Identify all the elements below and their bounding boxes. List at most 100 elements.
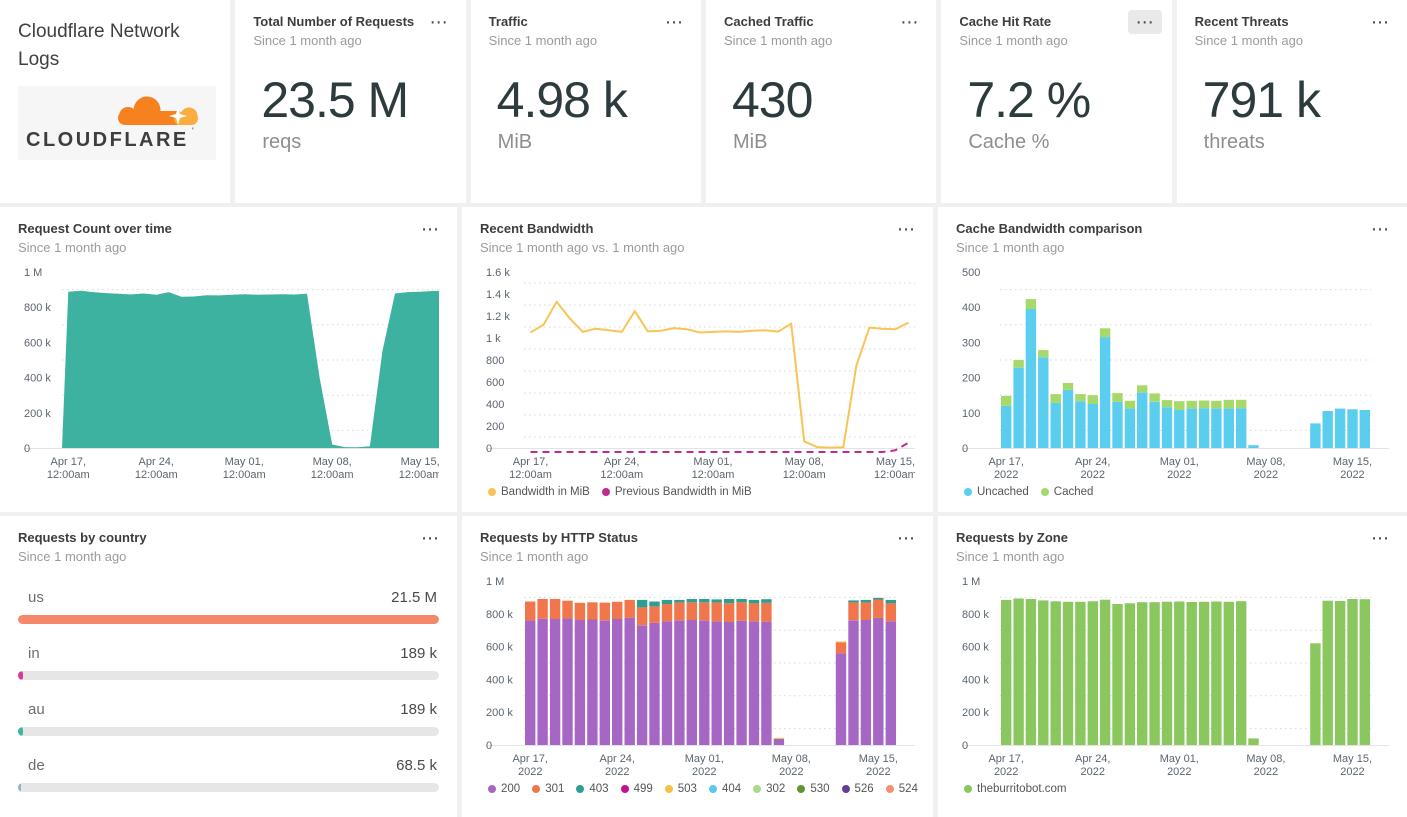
legend-item-530[interactable]: 530 bbox=[797, 783, 830, 795]
bar-segment-200[interactable] bbox=[636, 625, 648, 745]
bar-segment-Uncached[interactable] bbox=[1161, 407, 1173, 448]
bar-segment-403[interactable] bbox=[736, 599, 747, 603]
bar-segment-theburritobot.com[interactable] bbox=[1198, 601, 1210, 745]
bar-segment-Cached[interactable] bbox=[1174, 401, 1185, 410]
bar-segment-Cached[interactable] bbox=[1001, 395, 1012, 406]
bar-segment-theburritobot.com[interactable] bbox=[1347, 599, 1358, 745]
card-menu-button[interactable]: ⋯ bbox=[897, 528, 915, 548]
bar-segment-200[interactable] bbox=[525, 620, 536, 745]
bar-segment-theburritobot.com[interactable] bbox=[1050, 601, 1061, 745]
bar-segment-301[interactable] bbox=[525, 601, 536, 621]
bar-segment-301[interactable] bbox=[562, 600, 573, 619]
bar-segment-theburritobot.com[interactable] bbox=[1211, 601, 1222, 746]
bar-segment-301[interactable] bbox=[587, 602, 598, 620]
bar-segment-Uncached[interactable] bbox=[1137, 392, 1148, 448]
bar-segment-Cached[interactable] bbox=[1099, 328, 1111, 338]
bar-segment-200[interactable] bbox=[624, 617, 635, 745]
bar-segment-403[interactable] bbox=[699, 599, 710, 603]
bar-segment-theburritobot.com[interactable] bbox=[1137, 602, 1148, 745]
bar-segment-301[interactable] bbox=[612, 601, 623, 619]
bar-segment-Uncached[interactable] bbox=[1099, 337, 1111, 448]
bar-segment-Uncached[interactable] bbox=[1050, 402, 1061, 448]
bar-segment-Uncached[interactable] bbox=[1347, 409, 1358, 448]
recent-bandwidth-chart[interactable]: 0 200 400 600 800 1 k 1.2 k 1.4 k 1.6 k Apr 17, 12… bbox=[480, 264, 915, 482]
bar-segment-Uncached[interactable] bbox=[1198, 408, 1210, 448]
card-menu-button[interactable]: ⋯ bbox=[1371, 528, 1389, 548]
country-row-in[interactable]: in 189 k bbox=[18, 645, 439, 680]
legend-item-Uncached[interactable]: Uncached bbox=[964, 486, 1029, 498]
bar-segment-theburritobot.com[interactable] bbox=[1038, 600, 1049, 745]
bar-segment-403[interactable] bbox=[885, 599, 896, 604]
bar-segment-Cached[interactable] bbox=[1025, 299, 1037, 309]
bar-segment-403[interactable] bbox=[674, 599, 685, 603]
card-menu-button[interactable]: ⋯ bbox=[897, 219, 915, 239]
bar-segment-Cached[interactable] bbox=[1198, 400, 1210, 409]
bar-segment-Uncached[interactable] bbox=[1186, 408, 1197, 448]
bar-segment-theburritobot.com[interactable] bbox=[1025, 599, 1037, 745]
bar-segment-200[interactable] bbox=[587, 619, 598, 746]
bar-segment-403[interactable] bbox=[748, 599, 760, 604]
bar-segment-200[interactable] bbox=[736, 620, 747, 745]
card-menu-button[interactable]: ⋯ bbox=[1127, 10, 1162, 34]
bar-segment-200[interactable] bbox=[686, 620, 697, 745]
bar-segment-Uncached[interactable] bbox=[1248, 445, 1259, 448]
bar-segment-200[interactable] bbox=[537, 618, 548, 745]
bar-segment-200[interactable] bbox=[699, 620, 710, 745]
bar-segment-Uncached[interactable] bbox=[1013, 367, 1024, 448]
bar-segment-200[interactable] bbox=[649, 622, 660, 745]
bar-segment-Uncached[interactable] bbox=[1001, 405, 1012, 448]
bar-segment-503[interactable] bbox=[773, 737, 785, 739]
bar-segment-theburritobot.com[interactable] bbox=[1124, 603, 1136, 745]
bar-segment-Cached[interactable] bbox=[1236, 399, 1247, 409]
bar-segment-403[interactable] bbox=[761, 599, 772, 603]
bar-segment-Cached[interactable] bbox=[1075, 394, 1086, 402]
bar-segment-200[interactable] bbox=[723, 622, 735, 745]
legend-item-503[interactable]: 503 bbox=[664, 783, 697, 795]
bar-segment-Uncached[interactable] bbox=[1087, 404, 1098, 448]
bar-segment-200[interactable] bbox=[885, 621, 896, 745]
bar-segment-403[interactable] bbox=[848, 600, 859, 603]
cache-bandwidth-chart[interactable]: 0 100 200 300 400 500 Apr 17, 2022 Apr 24, 2022 Ma… bbox=[956, 264, 1389, 482]
bar-segment-301[interactable] bbox=[699, 602, 710, 621]
card-menu-button[interactable]: ⋯ bbox=[1370, 12, 1389, 32]
bar-segment-301[interactable] bbox=[848, 602, 859, 621]
bar-segment-Uncached[interactable] bbox=[1075, 401, 1086, 448]
legend-item-499[interactable]: 499 bbox=[620, 783, 653, 795]
bar-segment-301[interactable] bbox=[674, 602, 685, 621]
legend-item-403[interactable]: 403 bbox=[576, 783, 609, 795]
legend-item-404[interactable]: 404 bbox=[708, 783, 741, 795]
bar-segment-200[interactable] bbox=[860, 620, 872, 745]
bar-segment-301[interactable] bbox=[574, 602, 586, 620]
bar-segment-200[interactable] bbox=[848, 620, 859, 745]
bar-segment-theburritobot.com[interactable] bbox=[1112, 604, 1123, 745]
bar-segment-301[interactable] bbox=[711, 602, 722, 622]
country-row-de[interactable]: de 68.5 k bbox=[18, 757, 439, 792]
bar-segment-theburritobot.com[interactable] bbox=[1013, 598, 1024, 746]
bar-segment-theburritobot.com[interactable] bbox=[1236, 601, 1247, 745]
bar-segment-301[interactable] bbox=[624, 599, 635, 618]
bar-segment-200[interactable] bbox=[873, 617, 884, 745]
bar-segment-301[interactable] bbox=[661, 604, 673, 622]
bar-segment-theburritobot.com[interactable] bbox=[1099, 599, 1111, 745]
legend-item-301[interactable]: 301 bbox=[532, 783, 564, 795]
country-row-au[interactable]: au 189 k bbox=[18, 701, 439, 736]
legend-item-200[interactable]: 200 bbox=[488, 783, 520, 795]
bar-segment-301[interactable] bbox=[761, 602, 772, 622]
bar-segment-Uncached[interactable] bbox=[1112, 401, 1123, 448]
bar-segment-Cached[interactable] bbox=[1149, 393, 1160, 402]
bar-segment-200[interactable] bbox=[674, 620, 685, 745]
bar-segment-Cached[interactable] bbox=[1112, 393, 1123, 402]
bar-segment-200[interactable] bbox=[562, 618, 573, 745]
bar-segment-403[interactable] bbox=[873, 597, 884, 600]
bar-segment-301[interactable] bbox=[748, 603, 760, 622]
bar-segment-301[interactable] bbox=[549, 599, 561, 619]
bar-segment-Uncached[interactable] bbox=[1236, 408, 1247, 448]
bar-segment-200[interactable] bbox=[612, 619, 623, 745]
bar-segment-200[interactable] bbox=[661, 621, 673, 745]
bar-segment-Cached[interactable] bbox=[1013, 360, 1024, 368]
bar-segment-Cached[interactable] bbox=[1137, 385, 1148, 393]
bar-segment-Uncached[interactable] bbox=[1211, 408, 1222, 448]
bar-segment-theburritobot.com[interactable] bbox=[1359, 599, 1370, 745]
